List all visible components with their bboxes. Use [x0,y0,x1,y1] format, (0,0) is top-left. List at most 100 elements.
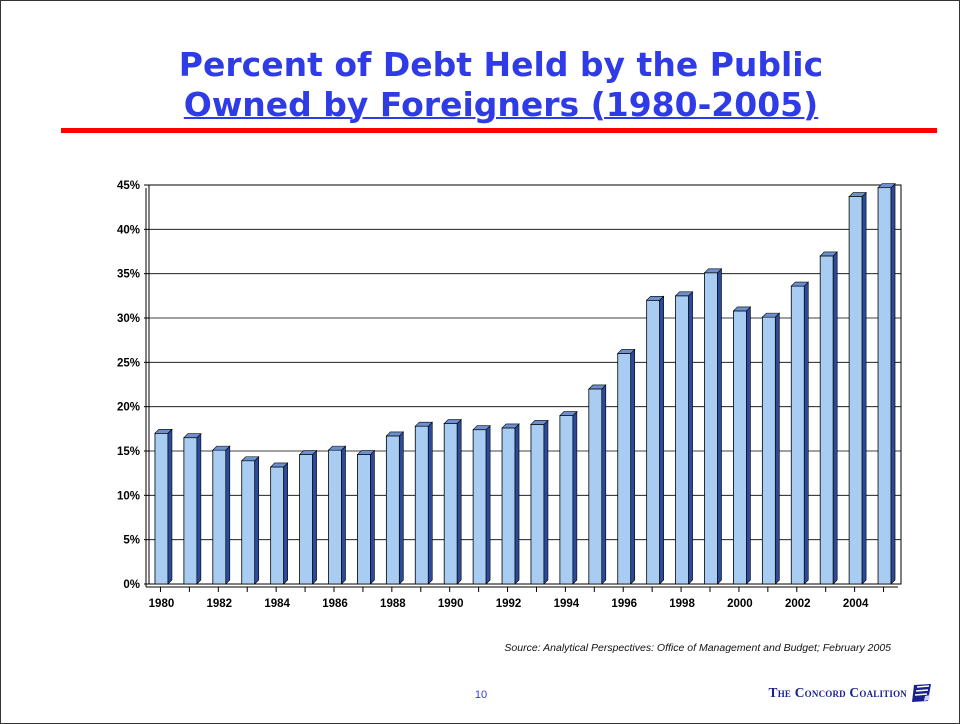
bar-top [645,295,665,301]
bar-side [572,410,578,585]
y-tick-label: 45% [117,180,140,192]
bar-top [327,445,347,451]
y-tick-label: 10% [117,490,140,502]
bar-top [183,433,202,439]
bar-side [890,182,896,585]
title-line-2: Owned by Foreigners (1980-2005) [183,85,819,124]
bar [848,196,863,585]
bar-side [717,268,722,585]
bar-top [356,450,376,455]
bar-top [269,462,289,468]
x-tick-label: 1980 [149,598,175,610]
slide-title: Percent of Debt Held by the Public Owned… [61,45,941,125]
bar [675,295,689,585]
x-tick-label: 2004 [843,598,869,610]
bar-top [617,349,636,354]
bar [472,429,487,585]
y-tick-label: 25% [117,357,140,369]
bar [877,187,892,585]
bar [530,423,545,585]
bar-side [514,423,520,585]
bar [588,388,603,585]
bar-side [399,431,404,585]
x-tick-label: 1990 [438,598,464,610]
bar-top [761,312,781,318]
bar-side [167,428,173,585]
x-tick-label: 1984 [264,598,290,610]
bar [646,299,661,585]
x-tick-label: 1996 [611,598,637,610]
bar-top [848,192,867,197]
bar-top [790,281,809,287]
bar-side [543,419,549,585]
y-tick-label: 35% [117,269,140,281]
x-tick-label: 1982 [207,598,233,610]
bar-side [225,445,231,585]
bar [270,466,285,585]
x-tick-label: 1992 [496,598,522,610]
bar-side [427,421,433,585]
x-tick-label: 1998 [669,598,695,610]
y-tick-label: 15% [117,446,140,458]
bar [241,460,256,585]
y-tick-label: 40% [117,224,140,236]
brand-footer: The Concord Coalition [769,683,933,703]
bar [733,310,747,585]
bar [183,437,198,585]
bar-side [196,432,202,585]
bar-side [688,291,693,585]
bar-top [674,291,694,297]
bar-top [154,428,173,434]
page-number: 10 [474,689,488,701]
concord-flag-logo-icon [912,684,931,702]
bar-side [746,306,751,585]
bar-side [659,295,664,585]
bar-top [501,423,520,429]
x-tick-label: 1988 [380,598,406,610]
bar-side [601,384,607,585]
plot-area [148,184,902,585]
bar-side [861,191,867,585]
bar [819,255,834,585]
bar-top [588,384,607,390]
bar-side [630,348,636,585]
bar-top [819,251,838,257]
bar [414,425,429,585]
x-tick-label: 1994 [554,598,580,610]
bar-side [341,445,346,585]
bar-top [241,456,260,462]
bar-top [298,450,318,455]
bar [443,423,458,585]
bar-side [456,418,462,585]
bar [790,285,805,585]
x-tick-label: 1986 [322,598,348,610]
brand-name: The Concord Coalition [768,685,907,700]
x-tick-label: 2002 [785,598,811,610]
bar [328,449,342,585]
bar-chart: 0% 5% 10% 15% 20% 25% 30% 35% 40% 45% 1980 1982 1984… [117,180,902,610]
bar-top [385,431,405,437]
title-line-1: Percent of Debt Held by the Public [178,45,824,84]
bar-side [832,251,838,585]
bar [357,454,371,585]
bar-side [312,449,317,585]
y-tick-label: 30% [117,313,140,325]
bar-top [414,421,433,427]
bar-top [212,445,231,451]
bar-side [485,424,491,585]
bar [154,432,169,585]
bar-side [775,312,780,585]
bar-side [283,462,288,585]
bar-top [472,425,491,431]
bar [385,435,400,585]
source-note: Source: Analytical Perspectives: Office … [504,642,891,654]
bar [761,316,776,585]
title-rule [61,128,937,133]
bar-top [530,420,549,425]
y-tick-label: 5% [123,535,140,547]
x-tick-label: 2000 [727,598,753,610]
bar [704,272,718,585]
bar [501,427,516,585]
bar-top [703,268,723,274]
